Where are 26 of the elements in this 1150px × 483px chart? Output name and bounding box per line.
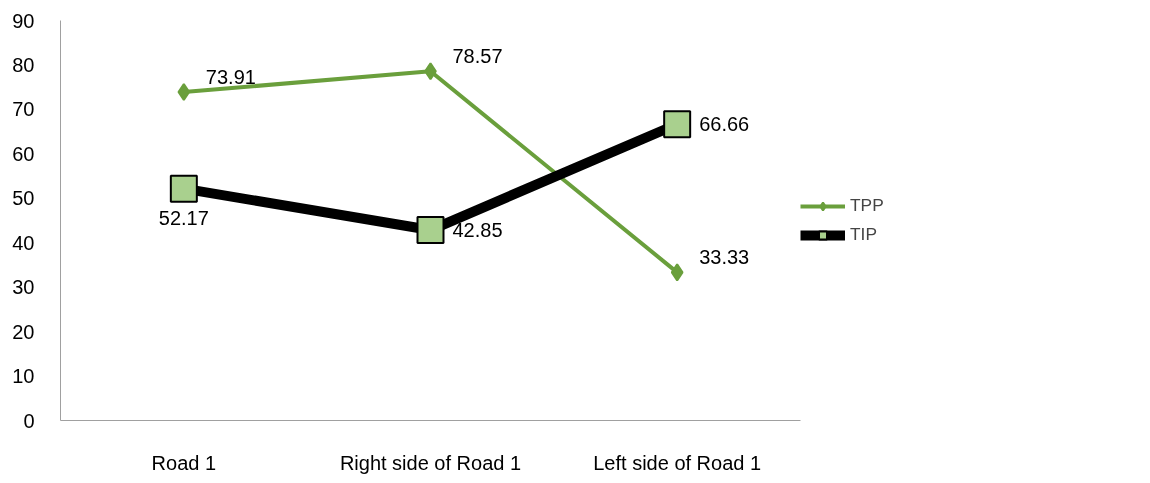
- y-tick-label: 50: [12, 187, 35, 210]
- y-tick-label: 70: [12, 98, 35, 121]
- point: [663, 110, 692, 139]
- point: [169, 174, 198, 203]
- point: [177, 83, 191, 102]
- y-tick-label: 10: [12, 365, 35, 388]
- x-tick-label: Left side of Road 1: [593, 451, 762, 474]
- y-tick-label: 0: [23, 409, 35, 432]
- x-tick-label: Right side of Road 1: [339, 451, 522, 474]
- legend-label: TPP: [850, 195, 884, 216]
- y-tick-label: 30: [12, 276, 35, 299]
- y-tick-label: 20: [12, 320, 35, 343]
- data-label: 73.91: [205, 66, 256, 89]
- data-label: 78.57: [452, 45, 503, 68]
- y-tick-label: 40: [12, 231, 35, 254]
- data-label: 52.17: [158, 206, 209, 229]
- point: [670, 263, 684, 282]
- y-tick-label: 90: [12, 9, 35, 32]
- data-label: 42.85: [452, 219, 503, 242]
- x-tick-label: Road 1: [151, 451, 217, 474]
- point: [416, 216, 445, 245]
- data-label: 33.33: [699, 246, 750, 269]
- legend-label: TIP: [850, 224, 877, 245]
- y-tick-label: 80: [12, 53, 35, 76]
- data-label: 66.66: [699, 113, 750, 136]
- y-tick-label: 60: [12, 142, 35, 165]
